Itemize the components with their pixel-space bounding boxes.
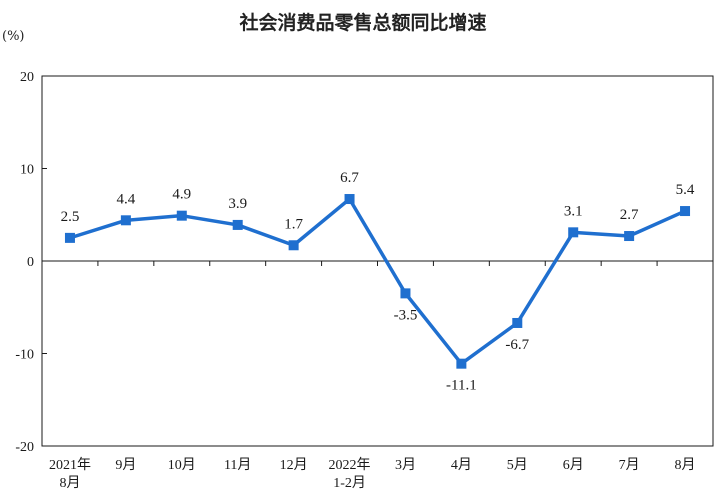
x-tick-label: 2021年 bbox=[49, 457, 91, 473]
y-tick-label: -20 bbox=[15, 440, 34, 455]
data-point bbox=[400, 288, 411, 299]
data-label: 3.9 bbox=[228, 196, 247, 212]
data-label: 6.7 bbox=[340, 170, 359, 186]
data-label: 1.7 bbox=[284, 216, 303, 232]
x-tick-label: 8月 bbox=[59, 475, 80, 491]
x-tick-label: 11月 bbox=[224, 457, 251, 473]
x-tick-label: 12月 bbox=[280, 457, 308, 473]
x-tick-label: 9月 bbox=[115, 457, 136, 473]
data-point bbox=[64, 232, 75, 243]
data-label: 2.5 bbox=[61, 209, 80, 225]
chart-title: 社会消费品零售总额同比增速 bbox=[239, 12, 487, 34]
data-label: 4.4 bbox=[117, 191, 136, 207]
data-label: -3.5 bbox=[394, 307, 418, 323]
data-point bbox=[680, 206, 691, 217]
x-tick-label: 2022年 bbox=[329, 457, 371, 473]
x-tick-label: 3月 bbox=[395, 457, 416, 473]
data-label: 3.1 bbox=[564, 203, 583, 219]
x-tick-label: 6月 bbox=[563, 457, 584, 473]
data-point bbox=[344, 194, 355, 205]
data-point bbox=[120, 215, 131, 226]
data-label: 5.4 bbox=[676, 182, 695, 198]
y-tick-label: -10 bbox=[15, 348, 34, 363]
data-label: -11.1 bbox=[446, 378, 477, 394]
data-point bbox=[456, 358, 467, 369]
x-tick-label: 4月 bbox=[451, 457, 472, 473]
y-tick-label: 0 bbox=[27, 255, 34, 270]
x-tick-label: 8月 bbox=[675, 457, 696, 473]
data-label: 4.9 bbox=[172, 187, 191, 203]
x-tick-label: 10月 bbox=[168, 457, 196, 473]
data-point bbox=[232, 219, 243, 230]
series-line bbox=[69, 197, 686, 366]
y-tick-label: 20 bbox=[20, 70, 34, 85]
data-label: 2.7 bbox=[620, 207, 639, 223]
x-tick-label: 1-2月 bbox=[333, 475, 366, 491]
data-point bbox=[624, 231, 635, 242]
data-point bbox=[568, 227, 579, 238]
data-point bbox=[288, 240, 299, 251]
x-tick-label: 5月 bbox=[507, 457, 528, 473]
x-tick-label: 7月 bbox=[619, 457, 640, 473]
data-label: -6.7 bbox=[505, 337, 529, 353]
y-axis-unit-label: (%) bbox=[2, 29, 25, 44]
y-tick-label: 10 bbox=[20, 163, 34, 178]
data-point bbox=[512, 317, 523, 328]
data-point bbox=[176, 210, 187, 221]
